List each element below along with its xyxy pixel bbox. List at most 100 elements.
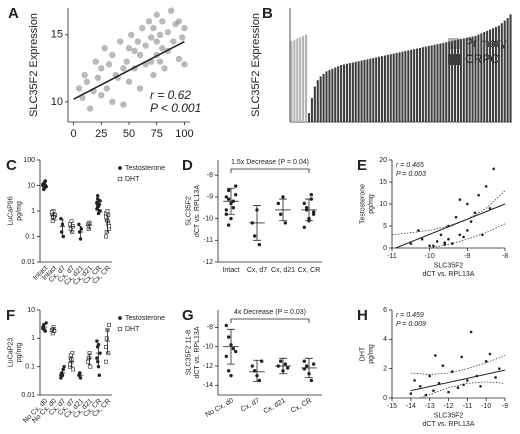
point xyxy=(134,38,142,45)
point xyxy=(109,98,116,106)
bar xyxy=(343,64,346,122)
error-bar xyxy=(70,356,73,368)
bar xyxy=(351,62,354,122)
bar xyxy=(348,63,351,122)
bar xyxy=(299,37,302,123)
point xyxy=(304,364,309,368)
bar xyxy=(448,41,451,122)
annotation: r = 0.459 xyxy=(396,312,424,319)
point xyxy=(283,221,288,225)
legend-label: DHT xyxy=(125,326,140,333)
y-tick-label: 6 xyxy=(383,307,387,314)
legend-marker xyxy=(118,166,122,170)
point xyxy=(77,222,81,227)
point xyxy=(276,201,281,206)
bar xyxy=(296,38,299,122)
y-axis-label: LuCaP96 xyxy=(8,196,15,225)
bar xyxy=(456,39,459,122)
error-bar xyxy=(106,214,109,233)
y-tick-label: 2 xyxy=(383,366,387,373)
bar xyxy=(483,32,486,122)
bar xyxy=(392,53,395,122)
point xyxy=(226,369,231,373)
point xyxy=(103,344,108,349)
point xyxy=(484,185,488,188)
annotation: P = 0.003 xyxy=(396,171,426,178)
point xyxy=(257,242,262,247)
x-axis-label: SLC35F2 xyxy=(434,413,464,420)
panel-letter: F xyxy=(6,307,15,324)
point xyxy=(285,366,290,370)
legend-marker xyxy=(118,316,122,320)
point xyxy=(156,58,164,65)
point xyxy=(181,24,188,32)
legend-swatch xyxy=(448,38,460,49)
annotation: P < 0.001 xyxy=(150,101,201,115)
legend-label: Testosterone xyxy=(125,315,165,322)
point xyxy=(75,85,83,92)
point xyxy=(95,356,99,360)
point xyxy=(311,210,316,214)
error-bar xyxy=(227,328,235,365)
point xyxy=(462,235,465,239)
point xyxy=(150,71,157,79)
point xyxy=(59,376,63,380)
bar xyxy=(436,44,439,122)
x-tick-label: Cx, CR xyxy=(298,267,321,274)
bar xyxy=(360,60,363,122)
x-tick-label: -15 xyxy=(387,403,397,410)
point xyxy=(226,223,231,227)
bar xyxy=(497,25,500,122)
bar xyxy=(465,37,468,123)
point xyxy=(456,386,460,390)
point xyxy=(447,390,450,394)
point xyxy=(153,11,160,18)
panel-letter: H xyxy=(357,307,368,324)
bar xyxy=(471,36,474,122)
y-tick-label: 0.01 xyxy=(21,259,35,266)
point xyxy=(96,211,101,216)
y-tick-label: 10 xyxy=(379,201,387,208)
y-tick-label: 15 xyxy=(51,29,63,41)
x-tick-label: -9 xyxy=(502,403,508,410)
bar xyxy=(439,43,442,122)
point xyxy=(105,61,113,68)
bar xyxy=(413,49,416,122)
point xyxy=(104,336,109,341)
point xyxy=(62,364,66,369)
bar xyxy=(322,73,325,122)
point xyxy=(125,78,133,85)
point xyxy=(434,354,437,357)
annotation: P = 0.009 xyxy=(396,321,426,328)
y-tick-label: -8 xyxy=(207,324,213,331)
error-bar xyxy=(88,222,91,230)
error-bar xyxy=(279,198,287,222)
point xyxy=(441,364,445,368)
point xyxy=(488,207,492,210)
point xyxy=(428,244,431,248)
y-tick-label: -10 xyxy=(203,215,213,222)
bar xyxy=(369,58,372,122)
bar xyxy=(302,35,305,122)
legend-label: Testosterone xyxy=(125,165,165,172)
ci-lower xyxy=(429,223,506,249)
x-tick-label: -11 xyxy=(463,403,473,410)
fit-line xyxy=(410,369,506,392)
bar xyxy=(357,61,360,122)
point xyxy=(88,364,93,369)
y-axis-label: SLC35F2 Expression xyxy=(28,13,40,117)
panel-letter: G xyxy=(182,307,194,324)
bar xyxy=(480,33,483,123)
point xyxy=(49,210,54,215)
point xyxy=(167,7,175,14)
point xyxy=(479,384,482,388)
point xyxy=(450,242,454,245)
y-tick-label: 0.01 xyxy=(21,392,35,399)
point xyxy=(304,206,309,210)
point xyxy=(466,229,469,232)
ci-lower xyxy=(420,381,506,399)
point xyxy=(98,65,105,72)
y-tick-label: 15 xyxy=(379,179,387,186)
bar xyxy=(427,46,430,122)
point xyxy=(418,384,422,388)
